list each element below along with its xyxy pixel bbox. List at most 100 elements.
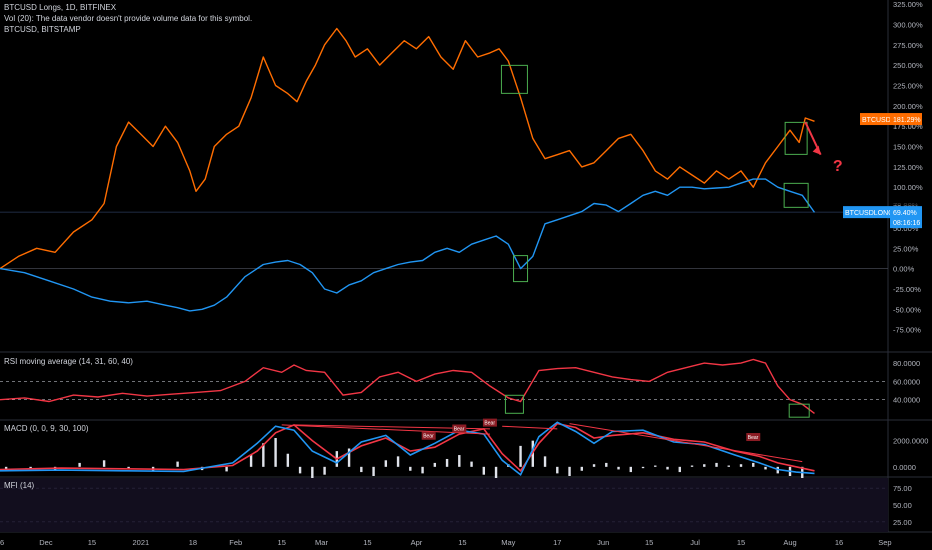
main-y-tick: 150.00% bbox=[893, 143, 923, 152]
rsi-y-tick: 40.0000 bbox=[893, 396, 920, 405]
longs-price-tag-value: 69.40% bbox=[893, 210, 917, 217]
macd-histogram-bar bbox=[470, 461, 473, 467]
longs-price-tag-name: BTCUSDLONGS bbox=[845, 210, 899, 217]
macd-histogram-bar bbox=[605, 462, 608, 467]
macd-y-tick: 2000.0000 bbox=[893, 437, 928, 446]
macd-histogram-bar bbox=[727, 465, 730, 467]
time-axis-tick: 15 bbox=[458, 538, 466, 547]
macd-histogram-bar bbox=[360, 466, 363, 473]
legend-volume[interactable]: Vol (20): The data vendor doesn't provid… bbox=[4, 14, 253, 23]
question-mark: ? bbox=[833, 158, 843, 175]
highlight-box-btc-aug bbox=[784, 121, 808, 155]
bear-label-bg-2 bbox=[482, 418, 497, 427]
main-y-tick: -25.00% bbox=[893, 285, 921, 294]
macd-histogram-bar bbox=[715, 462, 718, 467]
macd-histogram-bar bbox=[654, 465, 657, 467]
longs-price-tag-time: 08:16:16 bbox=[893, 220, 920, 227]
macd-histogram-bar bbox=[298, 466, 302, 474]
time-axis-tick: 15 bbox=[278, 538, 286, 547]
longs-series-line bbox=[0, 178, 816, 312]
time-axis-tick: May bbox=[501, 538, 515, 547]
macd-histogram-bar bbox=[482, 466, 486, 475]
macd-histogram-bar bbox=[629, 466, 632, 473]
time-axis-tick: 15 bbox=[363, 538, 371, 547]
highlight-box-longs-aug bbox=[783, 182, 809, 208]
macd-histogram-bar bbox=[752, 462, 755, 467]
highlight-box-btc-may bbox=[500, 64, 528, 94]
main-y-tick: 100.00% bbox=[893, 183, 923, 192]
time-axis-tick: Jul bbox=[690, 538, 700, 547]
macd-histogram-bar bbox=[666, 466, 669, 470]
macd-histogram-bar bbox=[384, 460, 388, 467]
macd-histogram-bar bbox=[739, 464, 743, 467]
macd-histogram-bar bbox=[323, 466, 326, 475]
macd-histogram-bar bbox=[519, 445, 522, 467]
main-y-tick: 325.00% bbox=[893, 0, 923, 9]
macd-histogram-bar bbox=[556, 466, 559, 474]
bear-label-bg-0 bbox=[421, 431, 436, 440]
mfi-label[interactable]: MFI (14) bbox=[4, 481, 35, 490]
macd-histogram-bar bbox=[543, 456, 547, 467]
time-axis-tick: 15 bbox=[645, 538, 653, 547]
time-axis-tick: Sep bbox=[878, 538, 891, 547]
macd-y-tick: 0.0000 bbox=[893, 463, 916, 472]
macd-histogram-bar bbox=[274, 438, 277, 467]
macd-histogram-bar bbox=[225, 466, 228, 472]
mfi-pane-background bbox=[0, 478, 888, 532]
time-axis-tick: 16 bbox=[0, 538, 4, 547]
macd-histogram-bar bbox=[641, 466, 645, 469]
rsi-y-tick: 60.0000 bbox=[893, 377, 920, 386]
mfi-y-tick: 75.00 bbox=[893, 484, 912, 493]
highlight-box-rsi-may bbox=[504, 394, 524, 414]
main-y-tick: -50.00% bbox=[893, 305, 921, 314]
main-y-tick: 125.00% bbox=[893, 163, 923, 172]
divergence-line-0 bbox=[281, 424, 490, 435]
btcusd-price-tag-name: BTCUSD bbox=[862, 117, 891, 124]
macd-histogram-bar bbox=[421, 466, 424, 474]
divergence-line-2 bbox=[502, 425, 558, 430]
main-y-tick: 0.00% bbox=[893, 265, 915, 274]
macd-histogram-bar bbox=[102, 460, 106, 467]
rsi-series-line bbox=[0, 358, 815, 414]
time-axis-tick: Apr bbox=[411, 538, 423, 547]
time-axis-tick: 16 bbox=[835, 538, 843, 547]
time-axis-tick: Mar bbox=[315, 538, 328, 547]
bear-label-bg-1 bbox=[452, 424, 467, 433]
time-axis-tick: 15 bbox=[88, 538, 96, 547]
mfi-y-tick: 25.00 bbox=[893, 518, 912, 527]
time-axis-tick: Aug bbox=[783, 538, 796, 547]
macd-label[interactable]: MACD (0, 0, 9, 30, 100) bbox=[4, 424, 89, 433]
macd-histogram-bar bbox=[433, 462, 437, 467]
main-y-tick: -75.00% bbox=[893, 326, 921, 335]
time-axis-tick: 18 bbox=[189, 538, 197, 547]
rsi-y-tick: 80.0000 bbox=[893, 359, 920, 368]
macd-histogram-bar bbox=[458, 455, 461, 467]
macd-histogram-bar bbox=[703, 464, 706, 467]
main-y-tick: 300.00% bbox=[893, 20, 923, 29]
legend-compare[interactable]: BTCUSD, BITSTAMP bbox=[4, 25, 81, 34]
macd-histogram-bar bbox=[262, 443, 265, 467]
macd-histogram-bar bbox=[445, 458, 449, 467]
legend-title[interactable]: BTCUSD Longs, 1D, BITFINEX bbox=[4, 3, 117, 12]
btcusd-price-tag: BTCUSD 181.29% bbox=[860, 113, 922, 126]
macd-histogram-bar bbox=[494, 466, 498, 479]
main-y-tick: 175.00% bbox=[893, 122, 923, 131]
macd-histogram-bar bbox=[286, 453, 290, 467]
divergence-line-3 bbox=[569, 423, 803, 463]
macd-histogram-bar bbox=[592, 464, 596, 467]
bear-label-0: Bear bbox=[423, 434, 434, 440]
macd-histogram-bar bbox=[409, 466, 412, 471]
longs-faint-value: 78.00% bbox=[893, 201, 919, 210]
rsi-label[interactable]: RSI moving average (14, 31, 60, 40) bbox=[4, 357, 133, 366]
highlight-box-longs-may bbox=[513, 255, 529, 283]
macd-histogram-bar bbox=[347, 448, 351, 467]
main-y-tick: 50.00% bbox=[893, 224, 919, 233]
btcusd-series-line bbox=[0, 27, 815, 270]
bear-label-1: Bear bbox=[454, 427, 465, 433]
macd-histogram-bar bbox=[311, 466, 314, 479]
time-axis-tick: 17 bbox=[553, 538, 561, 547]
main-y-tick: 275.00% bbox=[893, 41, 923, 50]
